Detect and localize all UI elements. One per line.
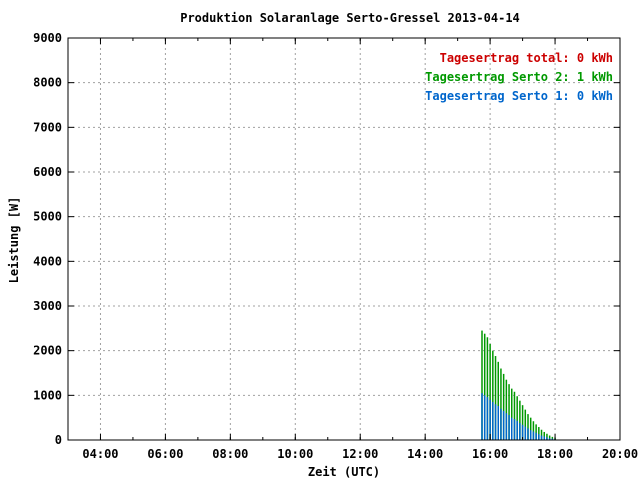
x-tick-label-5: 14:00 — [407, 447, 443, 461]
y-tick-label-0: 0 — [55, 433, 62, 447]
y-tick-label-9: 9000 — [33, 31, 62, 45]
x-tick-label-2: 08:00 — [212, 447, 248, 461]
y-tick-label-8: 8000 — [33, 76, 62, 90]
y-axis-label: Leistung [W] — [7, 197, 21, 284]
grid-lines — [68, 38, 620, 440]
y-tick-label-6: 6000 — [33, 165, 62, 179]
legend: Tagesertrag total: 0 kWh Tagesertrag Sert… — [425, 51, 613, 103]
y-axis-ticks: 0 1000 2000 3000 4000 5000 6000 7000 8000 9000 — [33, 31, 620, 447]
legend-entry-0: Tagesertrag total: 0 kWh — [440, 51, 613, 65]
y-tick-label-7: 7000 — [33, 120, 62, 134]
y-tick-label-5: 5000 — [33, 210, 62, 224]
series-serto-1 — [481, 393, 556, 440]
x-tick-label-6: 16:00 — [472, 447, 508, 461]
series-serto-2 — [481, 330, 556, 440]
legend-entry-2: Tagesertrag Serto 1: 0 kWh — [425, 89, 613, 103]
y-tick-label-3: 3000 — [33, 299, 62, 313]
x-axis-label: Zeit (UTC) — [308, 465, 380, 479]
x-tick-label-1: 06:00 — [147, 447, 183, 461]
x-tick-label-7: 18:00 — [537, 447, 573, 461]
x-tick-label-3: 10:00 — [277, 447, 313, 461]
y-tick-label-2: 2000 — [33, 344, 62, 358]
x-tick-label-8: 20:00 — [602, 447, 638, 461]
y-tick-label-4: 4000 — [33, 254, 62, 268]
x-tick-label-0: 04:00 — [82, 447, 118, 461]
chart-title: Produktion Solaranlage Serto-Gressel 201… — [180, 11, 520, 25]
legend-entry-1: Tagesertrag Serto 2: 1 kWh — [425, 70, 613, 84]
plot-frame — [67, 37, 621, 441]
x-axis-ticks: 04:00 06:00 08:00 10:00 12:00 14:00 16:00 18:00… — [67, 38, 638, 461]
x-tick-label-4: 12:00 — [342, 447, 378, 461]
y-tick-label-1: 1000 — [33, 388, 62, 402]
